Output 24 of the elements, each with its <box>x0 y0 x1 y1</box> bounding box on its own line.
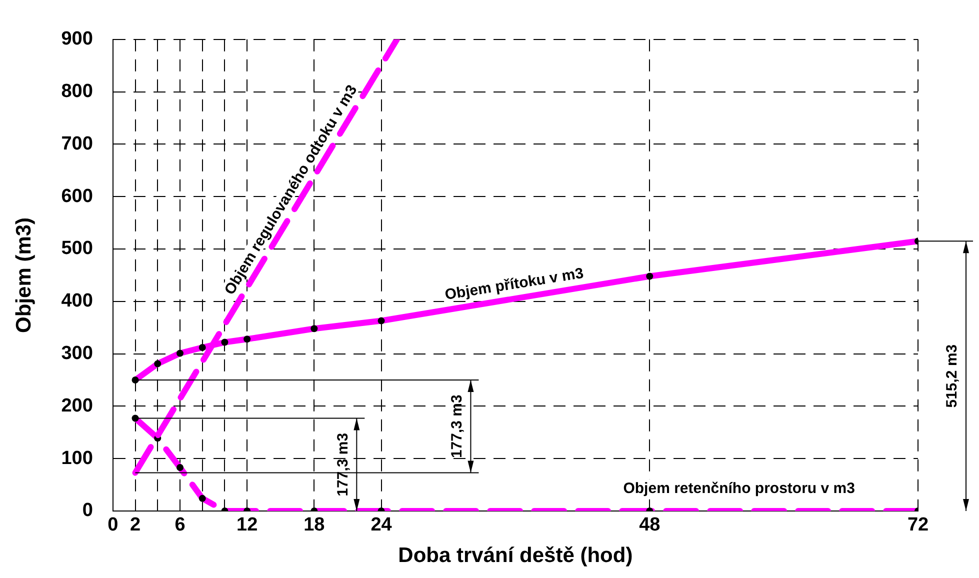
text: Objem přítoku v m3 <box>444 264 585 304</box>
y-tick-label: 100 <box>61 448 93 469</box>
y-tick-label: 300 <box>61 343 93 364</box>
x-tick-label: 24 <box>370 514 392 536</box>
x-tick-label: 12 <box>236 514 258 536</box>
x-tick-label: 2 <box>130 514 141 536</box>
y-tick-label: 200 <box>61 395 93 416</box>
annotation: 177,3 m3 <box>334 432 352 496</box>
series-label: Objem retenčního prostoru v m3 <box>623 480 855 497</box>
y-axis-title: Objem (m3) <box>12 217 36 333</box>
text: 515,2 m3 <box>944 344 961 408</box>
x-tick-label: 6 <box>174 514 186 536</box>
y-tick-label: 400 <box>61 290 93 312</box>
y-tick-label: 900 <box>61 28 93 50</box>
y-tick-label: 800 <box>61 81 93 102</box>
y-tick-label: 600 <box>61 186 93 207</box>
x-axis-title: Doba trvání deště (hod) <box>398 544 633 568</box>
y-tick-label: 500 <box>61 238 93 260</box>
y-tick-label: 0 <box>82 500 93 522</box>
x-tick-label: 18 <box>304 514 325 536</box>
x-tick-label: 48 <box>639 514 660 536</box>
y-tick-label: 700 <box>61 133 93 154</box>
x-tick-label: 72 <box>907 514 929 536</box>
x-tick-label: 0 <box>108 514 118 536</box>
